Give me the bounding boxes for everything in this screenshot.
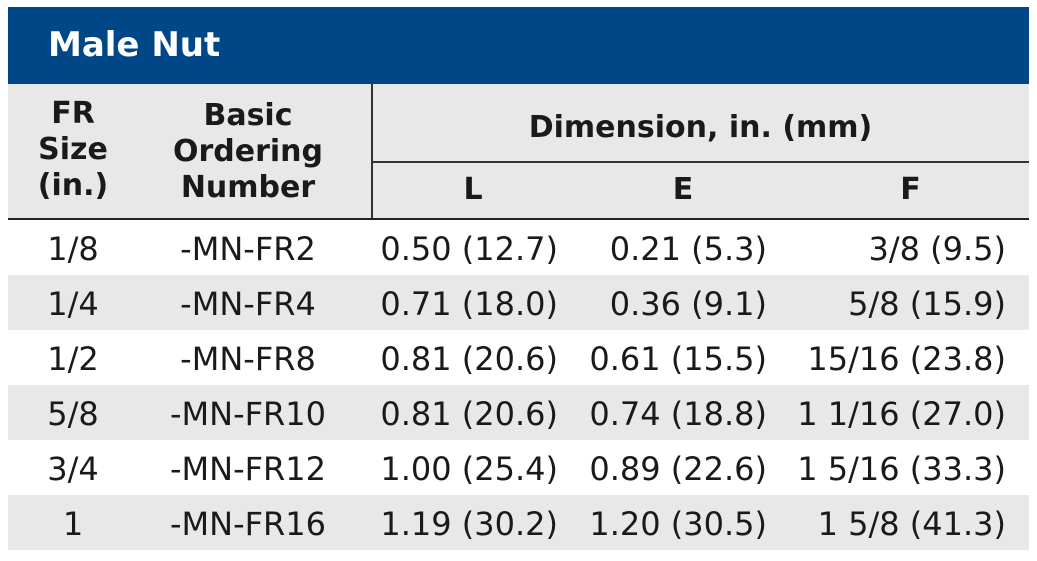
table-row: 1 -MN-FR16 1.19 (30.2) 1.20 (30.5) 1 5/8… — [8, 495, 1029, 550]
cell-l: 0.71 (18.0) — [380, 285, 558, 323]
cell-f: 1 5/16 (33.3) — [797, 450, 1006, 488]
cell-l: 0.81 (20.6) — [380, 340, 558, 378]
table-row: 1/2 -MN-FR8 0.81 (20.6) 0.61 (15.5) 15/1… — [8, 330, 1029, 385]
cell-e: 0.61 (15.5) — [589, 340, 767, 378]
cell-ordering-number: -MN-FR4 — [180, 285, 316, 323]
cell-e: 0.74 (18.8) — [589, 395, 767, 433]
header-col-f: F — [900, 172, 921, 207]
cell-size: 3/4 — [47, 450, 99, 488]
cell-f: 15/16 (23.8) — [807, 340, 1006, 378]
header-basic-ordering-number: Basic Ordering Number — [172, 98, 324, 205]
cell-f: 3/8 (9.5) — [868, 230, 1006, 268]
header-horizontal-divider — [372, 161, 1029, 163]
cell-size: 1/4 — [47, 285, 99, 323]
cell-l: 1.19 (30.2) — [380, 505, 558, 543]
cell-ordering-number: -MN-FR16 — [170, 505, 326, 543]
table-title: Male Nut — [8, 7, 1029, 84]
cell-size: 5/8 — [47, 395, 99, 433]
cell-ordering-number: -MN-FR8 — [180, 340, 316, 378]
header-bottom-rule — [8, 218, 1029, 220]
cell-ordering-number: -MN-FR12 — [170, 450, 326, 488]
header-col-l: L — [463, 172, 483, 207]
cell-l: 0.81 (20.6) — [380, 395, 558, 433]
cell-size: 1/2 — [47, 340, 99, 378]
cell-e: 0.89 (22.6) — [589, 450, 767, 488]
cell-ordering-number: -MN-FR10 — [170, 395, 326, 433]
header-dimension: Dimension, in. (mm) — [528, 110, 873, 145]
cell-f: 1 1/16 (27.0) — [797, 395, 1006, 433]
table-row: 3/4 -MN-FR12 1.00 (25.4) 0.89 (22.6) 1 5… — [8, 440, 1029, 495]
header-fr-size: FR Size (in.) — [37, 96, 109, 203]
cell-e: 0.36 (9.1) — [609, 285, 767, 323]
cell-size: 1/8 — [47, 230, 99, 268]
cell-e: 0.21 (5.3) — [609, 230, 767, 268]
table-row: 1/8 -MN-FR2 0.50 (12.7) 0.21 (5.3) 3/8 (… — [8, 220, 1029, 275]
cell-ordering-number: -MN-FR2 — [180, 230, 316, 268]
table-body: 1/8 -MN-FR2 0.50 (12.7) 0.21 (5.3) 3/8 (… — [8, 220, 1029, 550]
cell-e: 1.20 (30.5) — [589, 505, 767, 543]
table-header: FR Size (in.) Basic Ordering Number Dime… — [8, 84, 1029, 218]
cell-size: 1 — [62, 505, 84, 543]
header-vertical-divider — [371, 84, 373, 218]
header-col-e: E — [672, 172, 694, 207]
table-row: 5/8 -MN-FR10 0.81 (20.6) 0.74 (18.8) 1 1… — [8, 385, 1029, 440]
cell-l: 0.50 (12.7) — [380, 230, 558, 268]
cell-f: 1 5/8 (41.3) — [817, 505, 1006, 543]
cell-l: 1.00 (25.4) — [380, 450, 558, 488]
male-nut-table: Male Nut FR Size (in.) Basic Ordering Nu… — [8, 7, 1029, 550]
cell-f: 5/8 (15.9) — [848, 285, 1006, 323]
table-row: 1/4 -MN-FR4 0.71 (18.0) 0.36 (9.1) 5/8 (… — [8, 275, 1029, 330]
